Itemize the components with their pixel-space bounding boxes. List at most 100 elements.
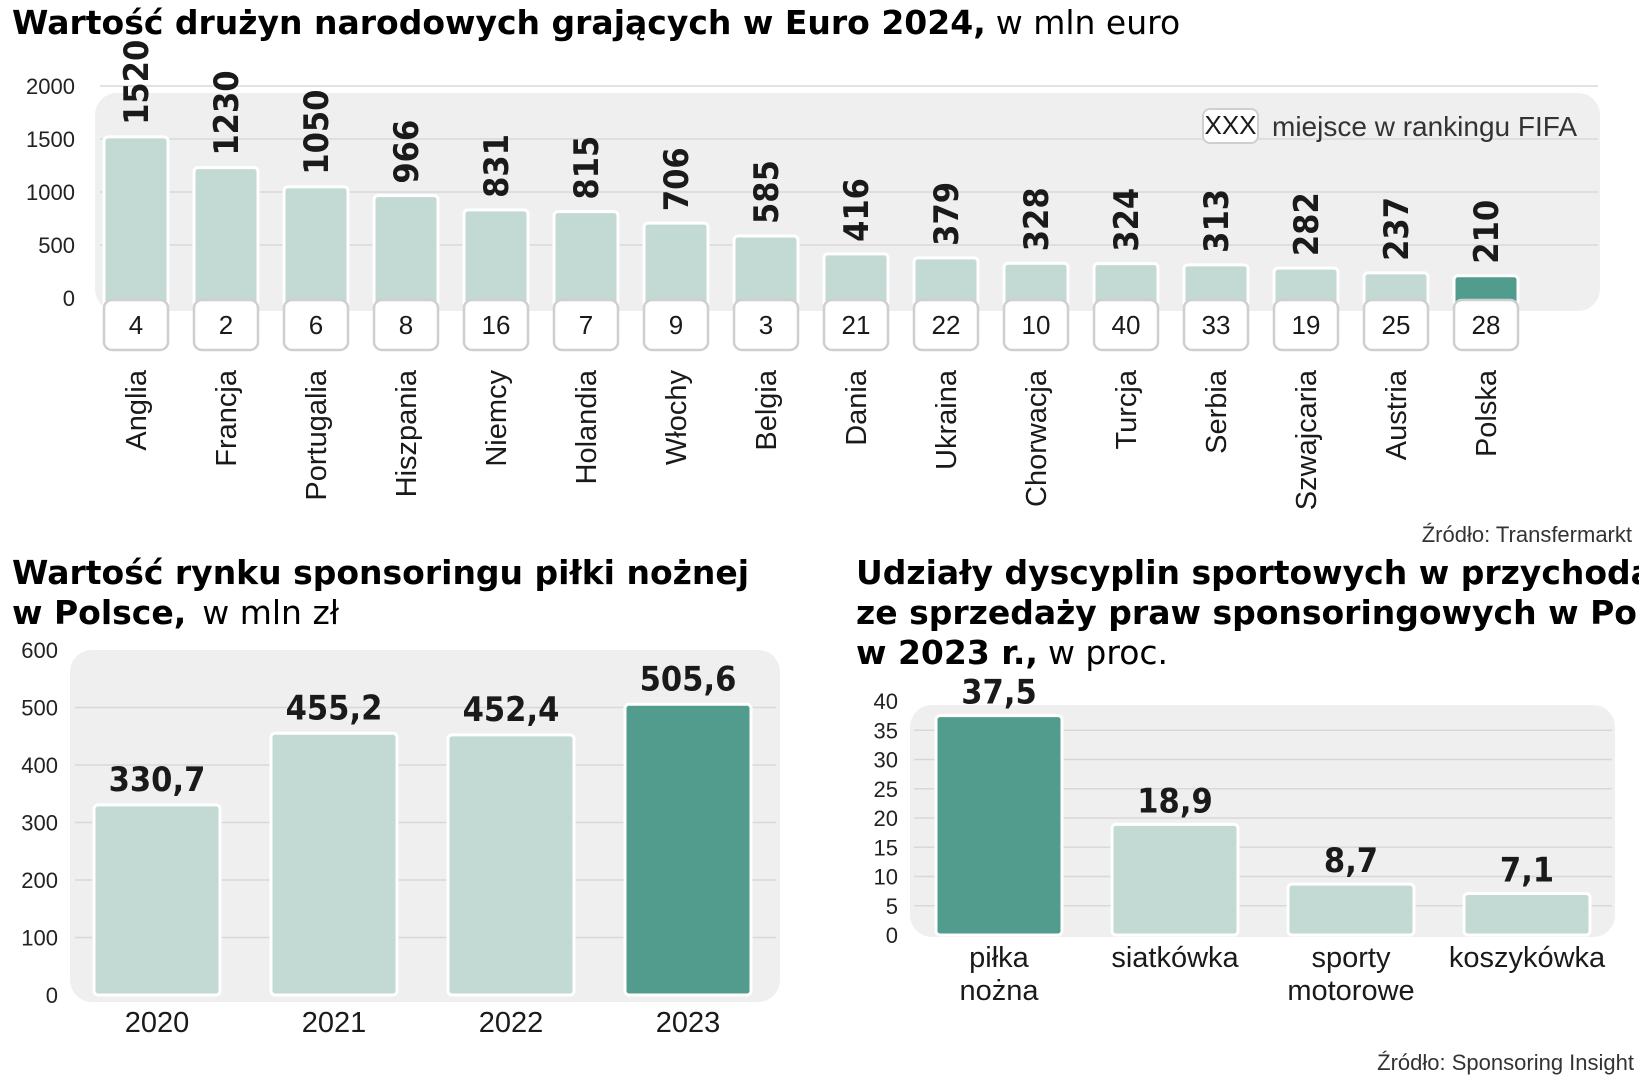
euro-fifa-rank: 9 [669, 310, 683, 340]
euro-value-label: 831 [477, 134, 517, 198]
euro-chart: Wartość drużyn narodowych grających w Eu… [12, 3, 1632, 547]
euro-category-label: Holandia [571, 369, 603, 484]
euro-title: Wartość drużyn narodowych grających w Eu… [12, 3, 986, 42]
euro-fifa-rank: 22 [932, 310, 961, 340]
sponsor-bars: 330,7 2020 455,2 2021 452,4 2022 505,6 2023 [92, 659, 753, 1039]
euro-y-tick-label: 500 [38, 233, 75, 258]
shares-y-tick-label: 35 [874, 718, 898, 743]
euro-value-label: 1050 [297, 90, 337, 175]
euro-bar [552, 210, 620, 308]
euro-value-label: 379 [927, 182, 967, 246]
euro-category-label: Szwajcaria [1291, 369, 1323, 510]
euro-category-label: Anglia [121, 369, 153, 450]
sponsor-title-line-2: w Polsce, w mln zł [12, 593, 340, 632]
sponsor-value-label: 505,6 [640, 659, 737, 699]
euro-fifa-rank-box [192, 298, 260, 352]
sponsor-y-tick-label: 600 [21, 638, 58, 663]
euro-value-label: 1230 [207, 70, 247, 155]
euro-fifa-rank: 6 [309, 310, 323, 340]
euro-fifa-rank-box [282, 298, 350, 352]
sponsor-category-label: 2020 [125, 1007, 190, 1039]
euro-bar [642, 221, 710, 308]
sponsor-title-2: w Polsce, [12, 593, 186, 632]
sponsor-subtitle: w mln zł [202, 593, 340, 632]
euro-fifa-rank: 3 [759, 310, 773, 340]
shares-chart: Udziały dyscyplin sportowych w przychoda… [856, 553, 1639, 1075]
euro-category-label: Hiszpania [391, 369, 423, 497]
euro-y-tick-label: 0 [63, 286, 75, 311]
legend-box [1202, 108, 1259, 144]
euro-category-label: Portugalia [301, 369, 333, 500]
euro-fifa-rank: 8 [399, 310, 413, 340]
euro-fifa-rank: 4 [129, 310, 143, 340]
euro-fifa-rank-box [1092, 298, 1160, 352]
euro-value-label: 706 [657, 147, 697, 211]
shares-category-label: nożna [959, 975, 1039, 1007]
legend-box-text: XXX [1204, 110, 1256, 140]
euro-category-label: Ukraina [931, 369, 963, 470]
sponsor-y-tick-label: 400 [21, 753, 58, 778]
euro-fifa-rank: 25 [1382, 310, 1411, 340]
euro-value-label: 416 [837, 178, 877, 242]
shares-title-1: Udziały dyscyplin sportowych w przychoda… [856, 553, 1639, 592]
shares-y-tick-label: 40 [874, 689, 898, 714]
euro-y-tick-label: 1000 [26, 180, 75, 205]
euro-fifa-rank: 7 [579, 310, 593, 340]
sponsor-category-label: 2021 [302, 1007, 367, 1039]
euro-fifa-rank-box [1452, 298, 1520, 352]
euro-bar [102, 135, 170, 308]
euro-bar [192, 166, 260, 308]
euro-fifa-rank: 2 [219, 310, 233, 340]
shares-title-line-3: w 2023 r., w proc. [856, 633, 1168, 672]
euro-source: Źródło: Transfermarkt [1422, 522, 1632, 547]
euro-fifa-rank-box [552, 298, 620, 352]
euro-category-label: Turcja [1111, 369, 1143, 449]
sponsor-bar [92, 803, 222, 997]
sponsor-category-label: 2023 [656, 1007, 721, 1039]
euro-value-label: 237 [1377, 197, 1417, 261]
sponsor-bar [623, 702, 753, 997]
euro-value-label: 282 [1287, 192, 1327, 256]
euro-fifa-rank-box [642, 298, 710, 352]
euro-fifa-rank-box [732, 298, 800, 352]
shares-y-tick-label: 10 [874, 865, 898, 890]
euro-fifa-rank-box [912, 298, 980, 352]
euro-value-label: 328 [1017, 187, 1057, 251]
euro-fifa-rank: 19 [1292, 310, 1321, 340]
sponsor-category-label: 2022 [479, 1007, 544, 1039]
euro-value-label: 210 [1467, 200, 1507, 264]
euro-y-tick-label: 2000 [26, 74, 75, 99]
shares-bar [1286, 882, 1416, 937]
euro-category-label: Polska [1471, 369, 1503, 457]
euro-fifa-rank-box [1182, 298, 1250, 352]
shares-bar [1110, 822, 1240, 937]
euro-fifa-rank: 10 [1022, 310, 1051, 340]
shares-bar [1462, 891, 1592, 937]
shares-subtitle: w proc. [1048, 633, 1168, 672]
sponsor-y-tick-label: 300 [21, 811, 58, 836]
shares-category-label: sporty [1312, 942, 1391, 974]
sponsor-value-label: 452,4 [463, 690, 560, 730]
shares-value-label: 18,9 [1137, 781, 1212, 821]
euro-legend: XXX miejsce w rankingu FIFA [1202, 108, 1577, 144]
shares-title-2: ze sprzedaży praw sponsoringowych w Pols… [856, 593, 1639, 632]
shares-title-3: w 2023 r., [856, 633, 1038, 672]
sponsor-y-tick-label: 200 [21, 868, 58, 893]
euro-category-label: Austria [1381, 369, 1413, 460]
euro-fifa-rank-box [1272, 298, 1340, 352]
euro-fifa-rank-box [822, 298, 890, 352]
shares-y-axis: 0 5 10 15 20 25 30 35 40 [874, 689, 898, 948]
euro-y-axis: 0 500 1000 1500 2000 [26, 74, 75, 311]
shares-category-label: siatkówka [1111, 942, 1239, 974]
euro-fifa-rank-box [1362, 298, 1430, 352]
shares-value-label: 37,5 [961, 673, 1036, 713]
euro-category-label: Francja [211, 369, 243, 467]
euro-fifa-rank: 16 [482, 310, 511, 340]
euro-fifa-rank-box [372, 298, 440, 352]
sponsor-y-tick-label: 100 [21, 926, 58, 951]
euro-bars: 1520 4 Anglia 1230 2 Francja 1050 6 Portugalia 96… [102, 40, 1520, 510]
euro-category-label: Serbia [1201, 369, 1233, 454]
euro-fifa-rank-box [1002, 298, 1070, 352]
euro-bar [822, 252, 890, 308]
